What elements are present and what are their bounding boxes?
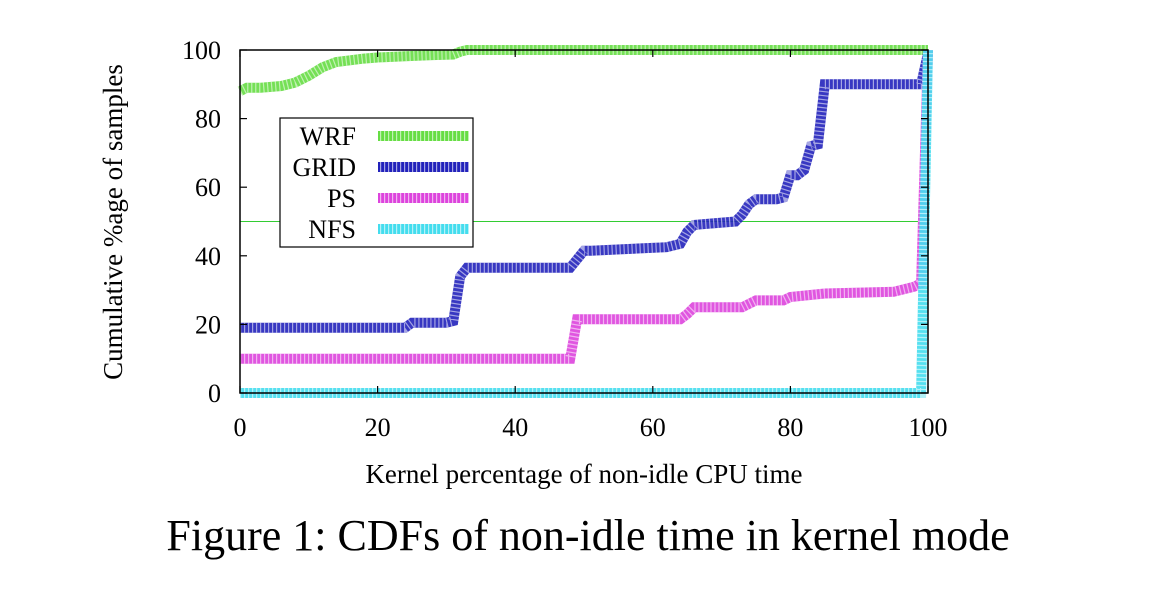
series-texture-grid bbox=[240, 52, 933, 333]
x-tick-label: 40 bbox=[502, 413, 528, 442]
legend-swatch-nfs bbox=[378, 224, 469, 234]
legend-swatch-grid bbox=[378, 162, 469, 172]
x-axis-label: Kernel percentage of non-idle CPU time bbox=[365, 459, 802, 489]
series-texture-ps bbox=[240, 49, 933, 364]
y-tick-label: 40 bbox=[195, 242, 221, 271]
y-tick-label: 60 bbox=[195, 173, 221, 202]
axis-ticks: 0 20 40 60 80 100 0 20 40 60 80 100 bbox=[182, 36, 948, 442]
x-tick-label: 100 bbox=[909, 413, 948, 442]
legend-label-nfs: NFS bbox=[308, 215, 356, 244]
y-tick-label: 100 bbox=[182, 36, 221, 65]
legend-swatch-ps bbox=[378, 193, 469, 203]
x-tick-label: 60 bbox=[640, 413, 666, 442]
series-texture-wrf bbox=[237, 45, 928, 96]
legend-label-wrf: WRF bbox=[300, 122, 356, 151]
legend-label-ps: PS bbox=[327, 184, 356, 213]
legend-swatch-wrf bbox=[378, 131, 469, 141]
y-tick-label: 0 bbox=[208, 379, 221, 408]
y-axis-label: Cumulative %age of samples bbox=[98, 64, 128, 380]
y-tick-label: 80 bbox=[195, 105, 221, 134]
x-tick-label: 80 bbox=[777, 413, 803, 442]
x-tick-label: 20 bbox=[365, 413, 391, 442]
plot-frame bbox=[239, 49, 929, 394]
cdf-chart: 0 20 40 60 80 100 0 20 40 60 80 100 Cumulative %age… bbox=[98, 36, 948, 489]
x-tick-label: 0 bbox=[234, 413, 247, 442]
figure-caption: Figure 1: CDFs of non-idle time in kerne… bbox=[166, 511, 1010, 560]
legend-label-grid: GRID bbox=[292, 153, 356, 182]
y-tick-label: 20 bbox=[195, 310, 221, 339]
